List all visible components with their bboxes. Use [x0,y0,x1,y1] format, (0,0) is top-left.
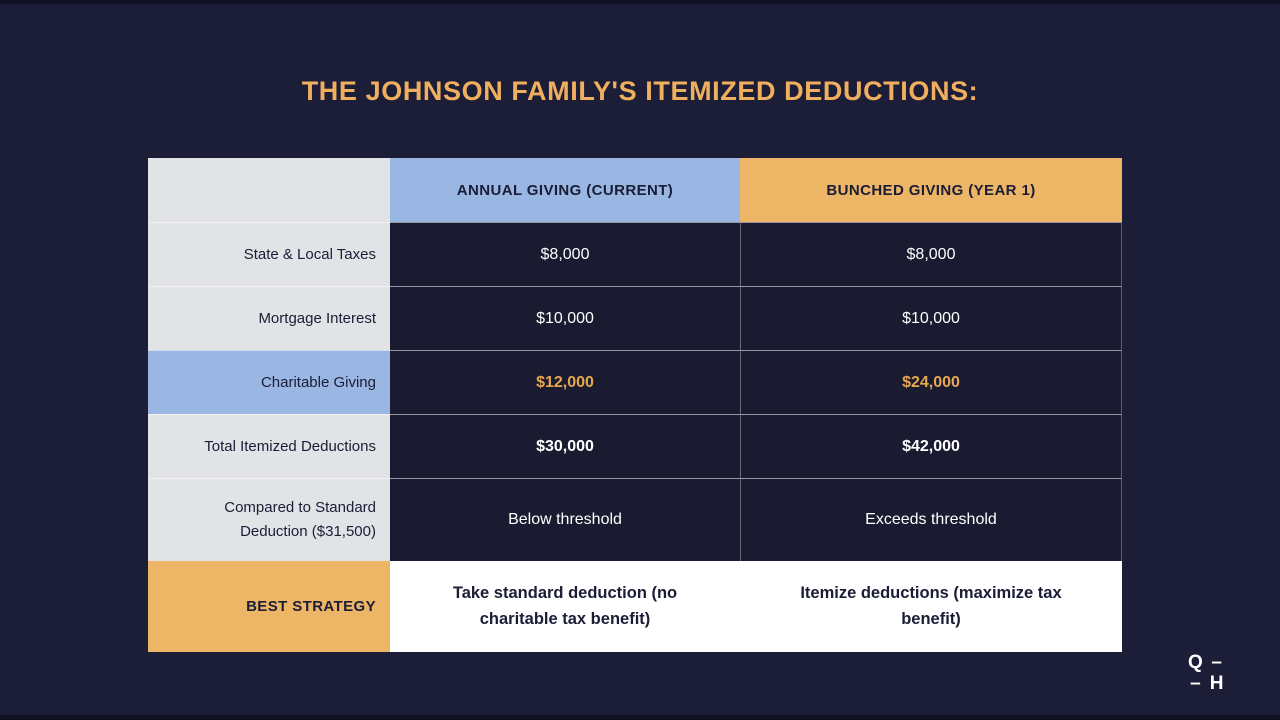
row-compared-standard-bunched: Exceeds threshold [740,478,1122,561]
qh-brand-logo: Q – – H [1188,652,1224,694]
row-best-strategy-annual: Take standard deduction (no charitable t… [390,561,740,652]
header-corner-cell [148,158,390,222]
row-charitable-giving-bunched: $24,000 [740,350,1122,414]
row-total-itemized-bunched: $42,000 [740,414,1122,478]
row-state-local-taxes-label: State & Local Taxes [148,222,390,286]
row-mortgage-interest-bunched: $10,000 [740,286,1122,350]
row-mortgage-interest-label: Mortgage Interest [148,286,390,350]
header-annual-giving: ANNUAL GIVING (CURRENT) [390,158,740,222]
row-mortgage-interest-annual: $10,000 [390,286,740,350]
row-charitable-giving-annual: $12,000 [390,350,740,414]
row-total-itemized-annual: $30,000 [390,414,740,478]
row-compared-standard-label: Compared to Standard Deduction ($31,500) [148,478,390,561]
logo-letter-q: Q [1188,652,1203,673]
row-best-strategy-bunched: Itemize deductions (maximize tax benefit… [740,561,1122,652]
logo-dash-top-icon: – [1211,652,1222,673]
header-bunched-giving: BUNCHED GIVING (YEAR 1) [740,158,1122,222]
row-charitable-giving-label: Charitable Giving [148,350,390,414]
row-best-strategy-label: BEST STRATEGY [148,561,390,652]
row-state-local-taxes-bunched: $8,000 [740,222,1122,286]
deductions-table: ANNUAL GIVING (CURRENT) BUNCHED GIVING (… [148,158,1122,652]
row-state-local-taxes-annual: $8,000 [390,222,740,286]
logo-letter-h: H [1209,673,1224,694]
page-title: THE JOHNSON FAMILY'S ITEMIZED DEDUCTIONS… [301,76,979,106]
logo-dash-bottom-icon: – [1190,673,1201,694]
row-compared-standard-annual: Below threshold [390,478,740,561]
row-total-itemized-label: Total Itemized Deductions [148,414,390,478]
